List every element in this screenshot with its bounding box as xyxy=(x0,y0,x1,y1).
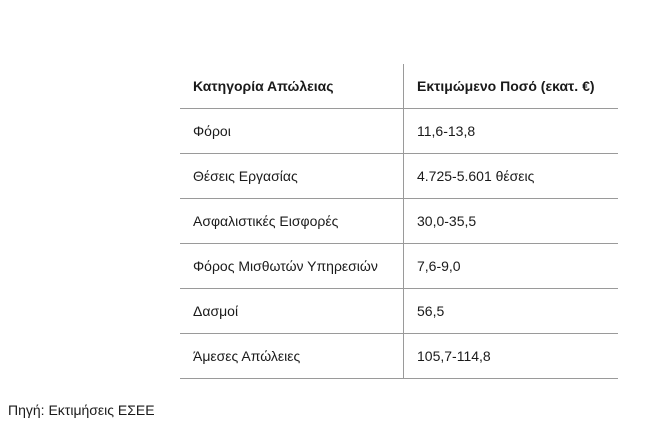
cell-amount: 30,0-35,5 xyxy=(403,198,618,244)
cell-category: Άμεσες Απώλειες xyxy=(180,333,404,379)
loss-table: Κατηγορία Απώλειας Εκτιμώμενο Ποσό (εκατ… xyxy=(180,64,618,379)
cell-category: Φόρος Μισθωτών Υπηρεσιών xyxy=(180,243,404,289)
cell-amount: 4.725-5.601 θέσεις xyxy=(403,153,618,199)
table-row: Ασφαλιστικές Εισφορές 30,0-35,5 xyxy=(180,198,618,244)
table-header-row: Κατηγορία Απώλειας Εκτιμώμενο Ποσό (εκατ… xyxy=(180,64,618,109)
source-note: Πηγή: Εκτιμήσεις ΕΣΕΕ xyxy=(8,402,155,418)
table-row: Δασμοί 56,5 xyxy=(180,288,618,334)
cell-category: Φόροι xyxy=(180,108,404,154)
cell-category: Θέσεις Εργασίας xyxy=(180,153,404,199)
cell-amount: 7,6-9,0 xyxy=(403,243,618,289)
cell-category: Δασμοί xyxy=(180,288,404,334)
cell-amount: 11,6-13,8 xyxy=(403,108,618,154)
table-row: Άμεσες Απώλειες 105,7-114,8 xyxy=(180,333,618,379)
header-amount: Εκτιμώμενο Ποσό (εκατ. €) xyxy=(403,64,618,109)
table-row: Φόρος Μισθωτών Υπηρεσιών 7,6-9,0 xyxy=(180,243,618,289)
table-row: Φόροι 11,6-13,8 xyxy=(180,108,618,154)
cell-amount: 56,5 xyxy=(403,288,618,334)
cell-category: Ασφαλιστικές Εισφορές xyxy=(180,198,404,244)
header-category: Κατηγορία Απώλειας xyxy=(180,64,404,109)
table-row: Θέσεις Εργασίας 4.725-5.601 θέσεις xyxy=(180,153,618,199)
cell-amount: 105,7-114,8 xyxy=(403,333,618,379)
